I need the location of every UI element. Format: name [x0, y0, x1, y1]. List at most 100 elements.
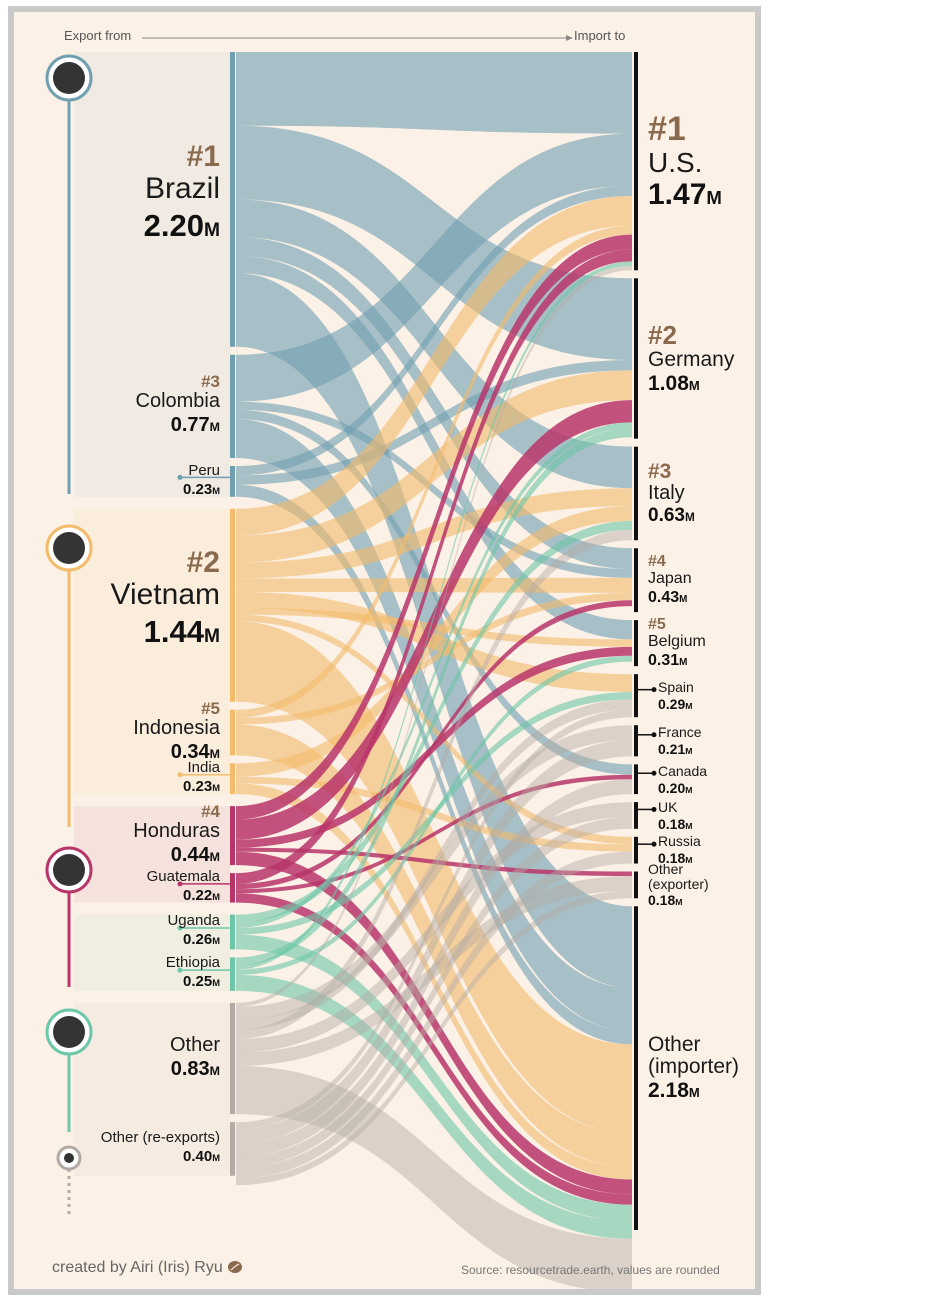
country-name: Peru [188, 462, 220, 479]
exporter-bar-ethiopia [230, 957, 235, 991]
value: 0.83 [170, 1058, 210, 1080]
country-name: U.S. [648, 146, 703, 178]
exporter-label-brazil: #1 Brazil 2.20M [143, 140, 220, 243]
country-name: Vietnam [110, 577, 220, 611]
importer-bar-germany [634, 278, 638, 439]
importer-bar-belgium [634, 620, 638, 667]
country-name: Colombia [135, 389, 220, 412]
importer-label-italy: #3 Italy 0.63M [648, 460, 695, 527]
country-name: Uganda [167, 912, 220, 929]
exporter-bar-other-re-exports [230, 1122, 235, 1176]
exporter-label-honduras: #4 Honduras 0.44M [133, 802, 220, 866]
flow-honduras-to-other-exporter [236, 847, 632, 876]
value: 1.08 [648, 372, 689, 396]
exporter-label-colombia: #3 Colombia 0.77M [135, 372, 220, 436]
exporter-label-ethiopia: Ethiopia 0.25M [165, 954, 220, 990]
value: 0.20 [658, 779, 686, 796]
flow-ethiopia-to-germany [236, 428, 632, 966]
country-name: UK [658, 799, 678, 815]
flow-vietnam-to-u-s [236, 196, 632, 536]
flow-brazil-to-japan [236, 236, 632, 570]
flow-other-re-exports-to-other-exporter [236, 890, 632, 1186]
infographic-frame: Export from Import to #1 Brazil 2.20M #3 Col… [8, 6, 761, 1295]
region-tint-other [74, 1002, 230, 1176]
flow-ethiopia-to-belgium [236, 655, 632, 975]
rank: #5 [201, 699, 220, 718]
importer-bar-other-importer [634, 906, 638, 1230]
value: 0.18 [648, 892, 676, 909]
exporter-label-other: Other 0.83M [169, 1034, 220, 1080]
importer-label-other-importer: Other (importer) 2.18M [648, 1033, 740, 1103]
leader-dot-spain [651, 687, 657, 693]
flow-other-re-exports-to-canada [236, 779, 632, 1157]
flow-honduras-to-other-importer [236, 851, 632, 1195]
flow-other-re-exports-to-france [236, 740, 632, 1144]
flow-honduras-to-u-s [236, 234, 632, 820]
exporter-bar-peru [230, 465, 235, 497]
country-name: Belgium [648, 632, 706, 650]
value: 0.25 [183, 972, 213, 990]
country-name: Indonesia [133, 716, 220, 739]
leader-dot-uganda [177, 925, 183, 931]
flow-guatemala-to-u-s [236, 249, 632, 884]
region-tint-asia [74, 508, 230, 795]
header-arrow [142, 35, 573, 41]
exporter-label-india: India 0.23M [183, 759, 220, 795]
flow-other-to-uk [236, 802, 632, 1053]
leader-dot-peru [177, 474, 183, 480]
flow-other-to-u-s [236, 265, 632, 1007]
value: 0.21 [658, 740, 686, 757]
importer-label-uk: UK 0.18M [658, 799, 693, 832]
flow-guatemala-to-japan [236, 600, 632, 890]
importer-bar-russia [634, 836, 638, 864]
value: 0.23 [183, 480, 213, 498]
flow-indonesia-to-other-importer [236, 724, 632, 1168]
country-name: India [187, 759, 220, 776]
exporter-bar-colombia [230, 354, 235, 458]
country-name: Honduras [133, 819, 220, 842]
leader-dot-canada [651, 770, 657, 776]
exporter-label-indonesia: #5 Indonesia 0.34M [133, 699, 220, 763]
exporter-bar-indonesia [230, 709, 235, 756]
rank: #4 [648, 553, 666, 570]
country-name: France [658, 724, 702, 740]
flow-indonesia-to-u-s [236, 225, 632, 718]
flow-vietnam-to-germany [236, 370, 632, 563]
exporter-bar-brazil [230, 52, 235, 347]
exporter-bar-india [230, 763, 235, 795]
central-america-icon-glyph [53, 854, 85, 886]
flow-indonesia-to-japan [236, 592, 632, 725]
flow-ethiopia-to-u-s [236, 261, 632, 970]
region-tint-south-america [74, 52, 230, 497]
importer-bar-france [634, 725, 638, 757]
footer-credit: created by Airi (Iris) Ryu [52, 1259, 243, 1277]
region-tint-central-america [74, 806, 230, 903]
rank: #1 [648, 110, 686, 148]
importer-bar-spain [634, 674, 638, 718]
rank: #5 [648, 616, 666, 633]
flow-uganda-to-italy [236, 520, 632, 923]
country-name: Canada [658, 763, 708, 779]
flow-uganda-to-germany [236, 422, 632, 928]
flow-peru-to-u-s [236, 185, 632, 476]
importer-label-japan: #4 Japan 0.43M [648, 553, 692, 606]
leader-dot-russia [651, 841, 657, 847]
exporter-bar-guatemala [230, 873, 235, 903]
flow-uganda-to-other-importer [236, 934, 632, 1222]
value: 0.44 [170, 843, 210, 866]
globe-icon-glyph [64, 1153, 74, 1163]
value: 0.22 [183, 886, 213, 904]
country-name: Italy [648, 482, 685, 505]
country-name: Brazil [144, 171, 220, 205]
flow-other-to-other-importer [236, 1065, 632, 1289]
country-name: Guatemala [146, 868, 220, 885]
importer-bar-italy [634, 446, 638, 541]
exporter-bar-vietnam [230, 508, 235, 702]
exporter-label-guatemala: Guatemala 0.22M [146, 868, 220, 904]
rank: #2 [648, 320, 677, 350]
country-name: Russia [658, 833, 701, 849]
country-name: Japan [648, 569, 692, 587]
rank: #4 [201, 802, 220, 821]
flow-colombia-to-u-s [236, 133, 632, 402]
flow-india-to-other-importer [236, 783, 632, 1180]
